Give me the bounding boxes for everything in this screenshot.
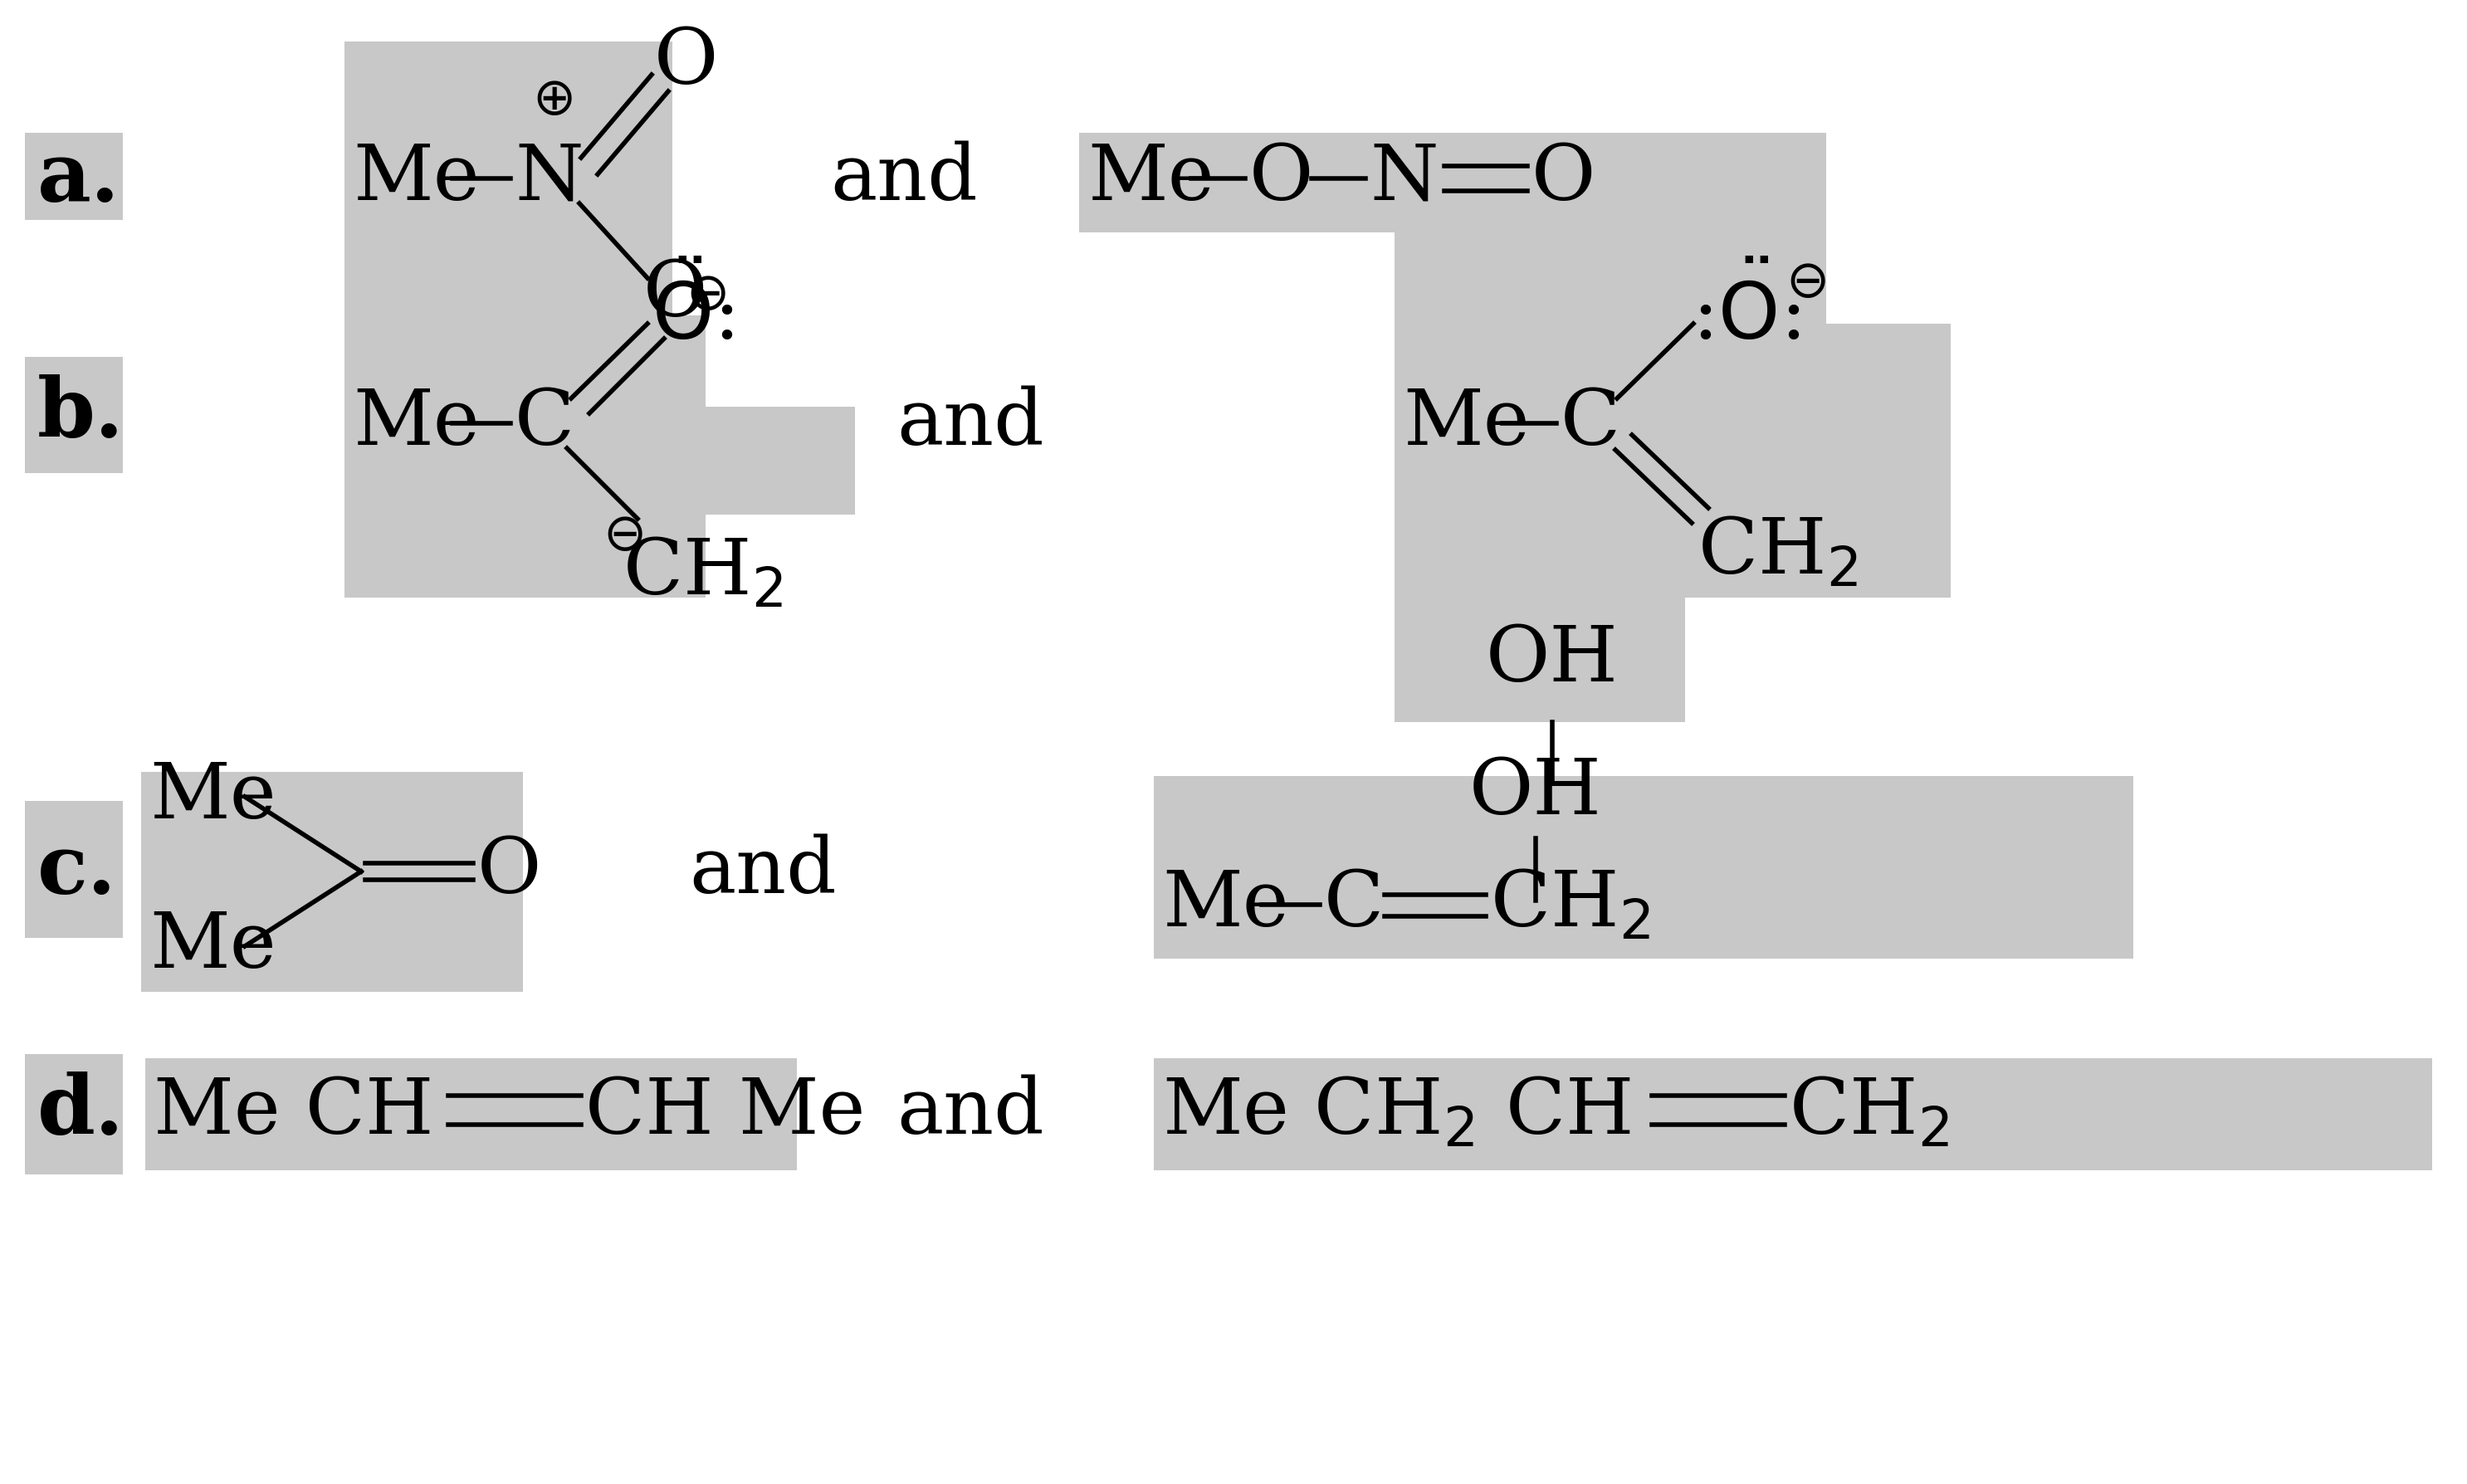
- Text: b.: b.: [37, 375, 123, 456]
- Text: and: and: [896, 386, 1044, 460]
- Text: CH Me: CH Me: [585, 1074, 866, 1150]
- Text: C: C: [1325, 867, 1384, 942]
- Text: d.: d.: [37, 1071, 123, 1153]
- FancyBboxPatch shape: [1155, 776, 2134, 959]
- Text: CH$_2$: CH$_2$: [1697, 515, 1858, 589]
- Text: $\ominus$: $\ominus$: [686, 269, 725, 321]
- Text: O: O: [1248, 141, 1312, 215]
- Text: C: C: [1562, 386, 1621, 460]
- FancyBboxPatch shape: [25, 132, 123, 220]
- Text: Me: Me: [150, 760, 276, 834]
- FancyBboxPatch shape: [1394, 598, 1685, 723]
- Text: Me: Me: [1404, 386, 1530, 460]
- Text: a.: a.: [37, 138, 121, 218]
- Text: :$\ddot{\rm O}$:: :$\ddot{\rm O}$:: [1692, 267, 1801, 355]
- FancyBboxPatch shape: [141, 772, 523, 991]
- FancyBboxPatch shape: [1394, 324, 1951, 598]
- FancyBboxPatch shape: [146, 1058, 797, 1171]
- Text: Me: Me: [353, 141, 479, 215]
- Text: Me: Me: [150, 908, 276, 984]
- Text: $\ominus$: $\ominus$: [602, 510, 644, 561]
- Text: CH$_2$: CH$_2$: [1789, 1074, 1949, 1150]
- Text: CH$_2$: CH$_2$: [1490, 867, 1650, 942]
- FancyBboxPatch shape: [345, 407, 856, 515]
- Text: O: O: [1532, 141, 1596, 215]
- FancyBboxPatch shape: [1155, 1058, 2432, 1171]
- Text: $\ddot{\rm O}$:: $\ddot{\rm O}$:: [651, 267, 733, 355]
- Text: N: N: [516, 141, 582, 215]
- FancyBboxPatch shape: [25, 801, 123, 938]
- Text: Me: Me: [1162, 867, 1288, 942]
- Text: and: and: [896, 1074, 1044, 1150]
- Text: Me: Me: [1088, 141, 1214, 215]
- Text: CH$_2$: CH$_2$: [622, 536, 782, 610]
- Text: Me: Me: [353, 386, 479, 460]
- FancyBboxPatch shape: [1078, 132, 1826, 233]
- Text: $\oplus$: $\oplus$: [533, 74, 572, 125]
- Text: C: C: [516, 386, 575, 460]
- Text: N: N: [1369, 141, 1438, 215]
- Text: OH: OH: [1485, 622, 1618, 697]
- Text: OH: OH: [1470, 755, 1601, 830]
- FancyBboxPatch shape: [25, 356, 123, 473]
- FancyBboxPatch shape: [345, 316, 706, 598]
- Text: c.: c.: [37, 831, 116, 911]
- FancyBboxPatch shape: [345, 42, 673, 316]
- Text: $\ominus$: $\ominus$: [1786, 257, 1826, 307]
- FancyBboxPatch shape: [25, 1054, 123, 1174]
- Text: Me CH: Me CH: [153, 1074, 434, 1150]
- Text: Me CH$_2$ CH: Me CH$_2$ CH: [1162, 1074, 1631, 1150]
- Text: and: and: [829, 141, 977, 215]
- Text: O: O: [644, 257, 708, 332]
- Text: O: O: [654, 25, 718, 99]
- FancyBboxPatch shape: [1394, 132, 1826, 464]
- Text: and: and: [688, 834, 836, 908]
- Text: O: O: [476, 834, 543, 908]
